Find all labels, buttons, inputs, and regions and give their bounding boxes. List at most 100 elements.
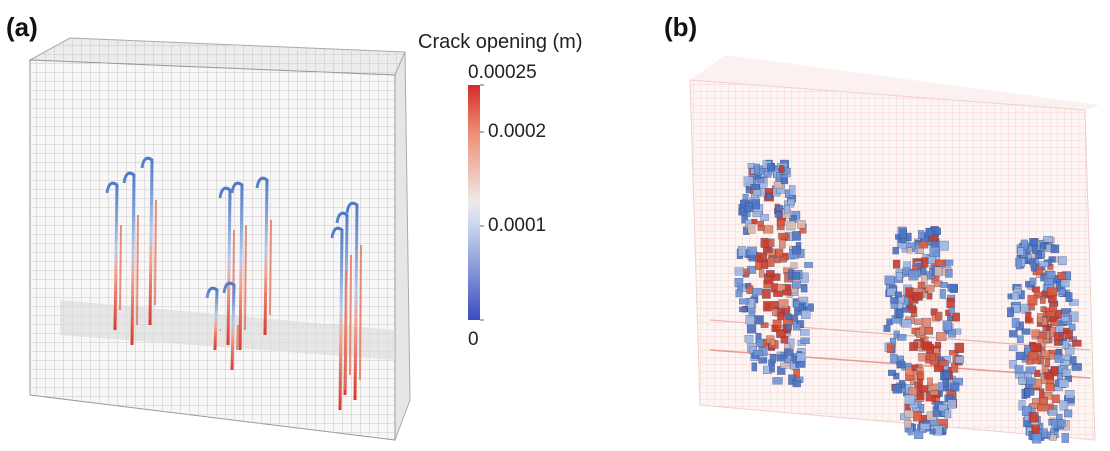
damage-cell — [1041, 351, 1049, 357]
damage-cell — [758, 225, 764, 230]
damage-cell — [915, 319, 923, 325]
damage-cell — [940, 289, 946, 298]
damage-cell — [1061, 316, 1069, 321]
damage-cell — [749, 256, 756, 262]
damage-cell — [935, 312, 942, 320]
damage-cell — [890, 354, 897, 362]
damage-cell — [739, 307, 747, 312]
damage-cell — [766, 194, 772, 199]
damage-cell — [897, 361, 906, 368]
damage-cell — [945, 269, 952, 277]
damage-cell — [938, 383, 944, 391]
damage-cell — [1022, 329, 1031, 335]
damage-cell — [1026, 312, 1032, 322]
damage-cell — [1039, 389, 1044, 398]
damage-cell — [1029, 259, 1035, 264]
damage-cell — [770, 340, 775, 346]
damage-cell — [893, 260, 900, 268]
damage-cell — [1032, 425, 1040, 433]
damage-cell — [939, 360, 947, 366]
damage-cell — [1058, 257, 1066, 265]
crack-curve — [137, 215, 138, 325]
damage-cell — [793, 380, 801, 387]
damage-cell — [949, 307, 955, 313]
damage-cell — [893, 384, 902, 393]
damage-cell — [891, 303, 898, 309]
damage-cell — [777, 220, 785, 226]
damage-cell — [1047, 271, 1056, 278]
damage-cell — [797, 353, 805, 361]
damage-cell — [752, 363, 757, 371]
damage-cell — [752, 219, 758, 224]
damage-cell — [1032, 246, 1038, 254]
damage-cell — [784, 349, 793, 357]
damage-cell — [943, 372, 950, 379]
damage-cell — [801, 284, 807, 292]
damage-cell — [779, 165, 784, 172]
damage-cell — [775, 205, 783, 210]
damage-cell — [780, 363, 790, 369]
damage-cell — [770, 354, 776, 363]
damage-cell — [935, 342, 941, 348]
damage-cell — [955, 356, 964, 363]
colorbar-title: Crack opening (m) — [418, 31, 583, 53]
damage-cell — [930, 390, 938, 395]
damage-cell — [1028, 352, 1038, 360]
damage-cell — [753, 288, 762, 295]
damage-cell — [797, 221, 805, 229]
damage-cell — [1063, 369, 1071, 376]
damage-cell — [787, 221, 796, 230]
panel-label: (a) — [6, 12, 38, 42]
damage-cell — [1044, 236, 1053, 242]
damage-cell — [1032, 287, 1040, 292]
damage-cell — [751, 184, 760, 190]
damage-cell — [777, 355, 786, 361]
damage-cell — [1025, 389, 1035, 396]
damage-cell — [786, 314, 792, 320]
damage-cell — [945, 410, 952, 418]
damage-cell — [772, 309, 778, 316]
damage-cell — [778, 233, 787, 239]
damage-cell — [1012, 318, 1019, 327]
damage-cell — [1057, 420, 1065, 427]
damage-cell — [755, 316, 764, 325]
damage-cell — [776, 212, 782, 218]
damage-cell — [1054, 333, 1064, 341]
damage-cell — [786, 324, 792, 330]
damage-cell — [763, 247, 772, 252]
colorbar-tick-label: 0.0002 — [488, 121, 546, 142]
damage-cell — [775, 257, 781, 263]
damage-cell — [1029, 412, 1038, 422]
damage-cell — [800, 330, 809, 336]
damage-cell — [1051, 366, 1058, 373]
damage-cell — [785, 285, 791, 290]
crack-curve — [350, 255, 351, 375]
crack-curve — [120, 225, 121, 310]
damage-cell — [906, 288, 914, 298]
damage-cell — [1028, 295, 1038, 305]
damage-cell — [904, 262, 911, 269]
damage-cell — [1056, 327, 1064, 332]
damage-cell — [1045, 372, 1054, 379]
damage-cell — [927, 293, 932, 300]
damage-cell — [1070, 356, 1076, 364]
damage-cell — [920, 423, 930, 429]
damage-cell — [1030, 278, 1036, 285]
damage-cell — [934, 228, 941, 235]
damage-cell — [1026, 378, 1035, 385]
damage-cell — [1016, 260, 1021, 269]
damage-cell — [890, 297, 898, 303]
damage-cell — [1037, 313, 1042, 322]
damage-cell — [748, 224, 755, 233]
damage-cell — [919, 241, 928, 248]
damage-cell — [763, 226, 773, 234]
damage-cell — [1052, 395, 1060, 403]
crack-curve — [245, 225, 246, 330]
damage-cell — [747, 325, 756, 333]
damage-cell — [1026, 367, 1036, 374]
damage-cell — [747, 247, 756, 256]
damage-cell — [804, 262, 812, 268]
damage-cell — [763, 301, 771, 311]
damage-cell — [1060, 401, 1068, 411]
damage-cell — [788, 199, 795, 205]
